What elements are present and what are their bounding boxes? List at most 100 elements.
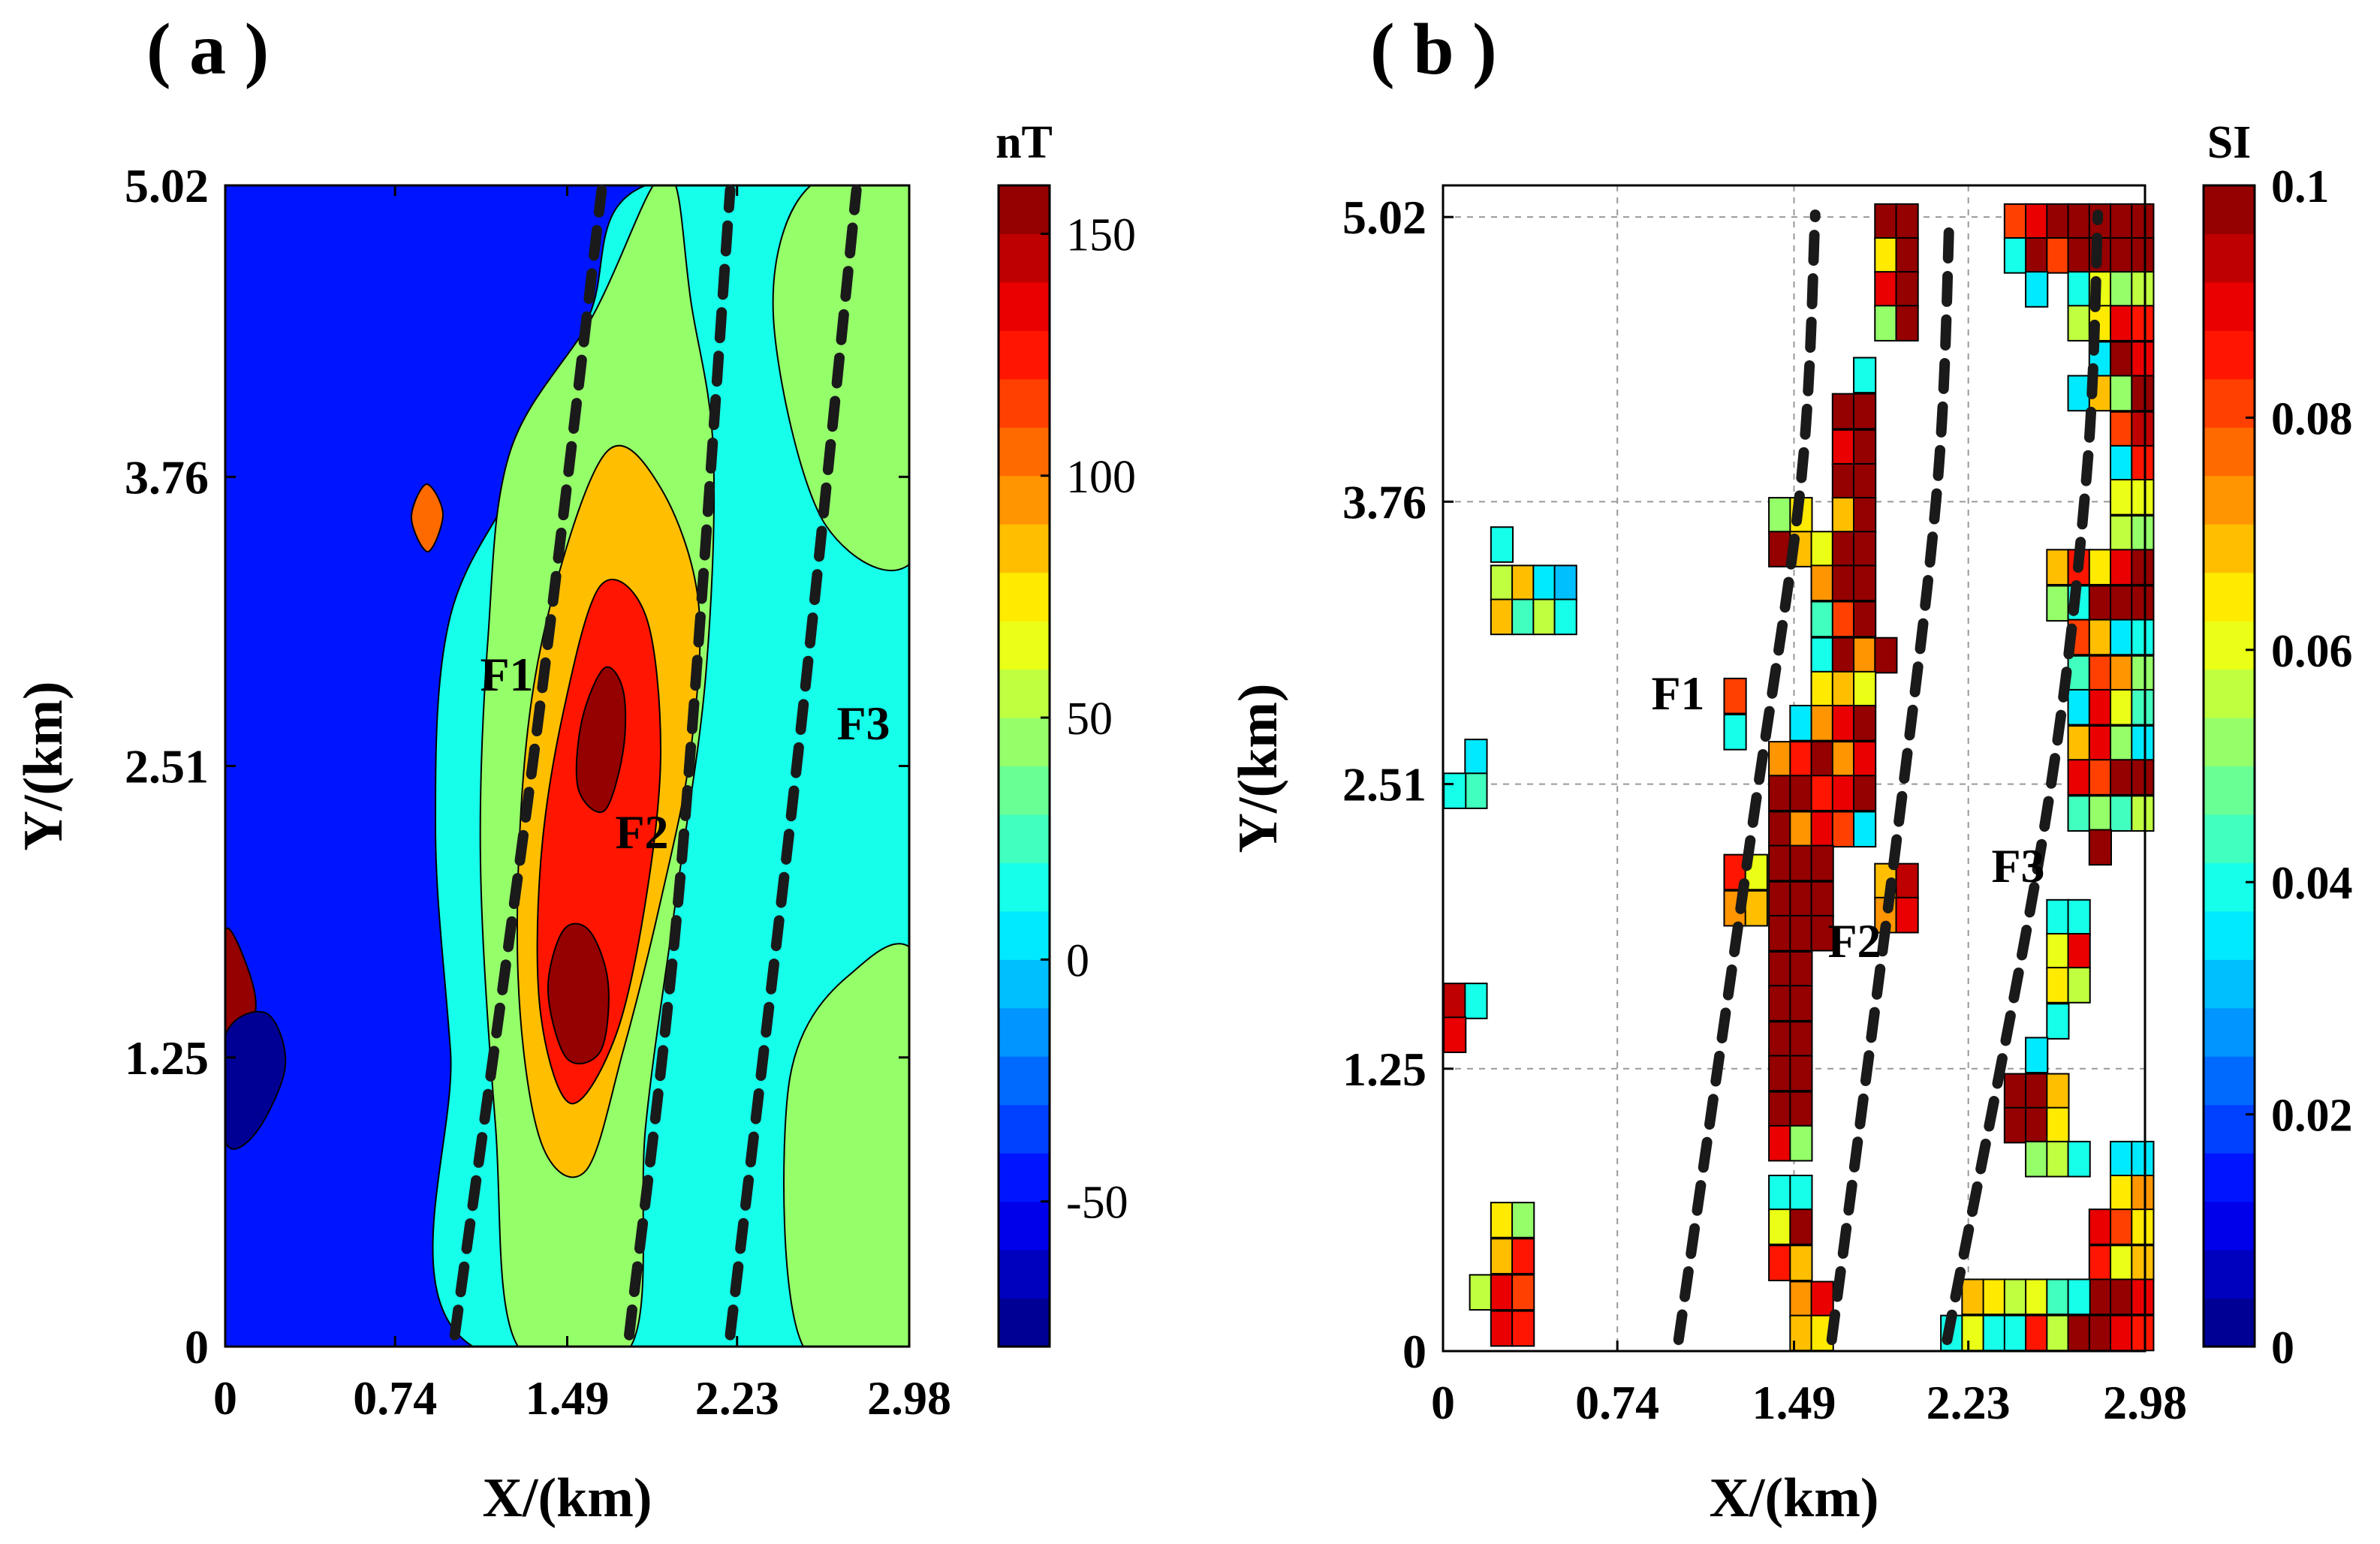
si-cell	[1511, 1310, 1535, 1347]
si-cell	[1464, 983, 1488, 1019]
colorbar-tick-label: 0.1	[2271, 161, 2330, 212]
si-cell	[2088, 795, 2112, 832]
contour-peak-south	[547, 922, 610, 1065]
si-cell	[2131, 1140, 2155, 1178]
si-cell	[1768, 880, 1792, 918]
si-cell	[2067, 305, 2091, 342]
colorbar-tick-label: 0.02	[2271, 1091, 2353, 1142]
si-cell	[1831, 497, 1855, 534]
si-cell	[2025, 1278, 2049, 1316]
colorbar-swatch	[999, 1056, 1050, 1106]
si-cell	[2025, 203, 2049, 240]
si-cell	[2025, 271, 2049, 308]
si-cell	[2046, 1003, 2070, 1040]
si-cell	[1831, 600, 1855, 638]
si-cell	[1874, 236, 1898, 274]
si-cell	[1789, 1021, 1813, 1058]
si-cell	[1810, 637, 1834, 674]
colorbar-swatch	[2204, 718, 2255, 766]
si-cell	[1853, 741, 1877, 778]
si-cell	[2110, 725, 2134, 762]
si-cell	[1789, 775, 1813, 811]
si-cell	[1768, 1021, 1792, 1058]
si-cell	[2088, 1278, 2112, 1316]
colorbar-swatch	[2204, 1153, 2255, 1202]
colorbar-swatch	[2204, 766, 2255, 815]
si-cell	[1789, 1055, 1813, 1092]
si-cell	[1853, 462, 1877, 500]
colorbar-swatch	[999, 378, 1050, 428]
si-cell	[1789, 880, 1813, 918]
y-tick-label: 0	[185, 1320, 209, 1374]
si-cell	[2046, 203, 2070, 240]
colorbar-tick-label: -50	[1066, 1178, 1128, 1229]
colorbar-tick-label: 50	[1066, 694, 1113, 745]
si-cell	[1464, 772, 1488, 809]
si-cell	[1853, 600, 1877, 638]
si-cell	[2131, 236, 2155, 274]
si-cell	[2046, 236, 2070, 274]
si-cell	[1810, 670, 1834, 708]
si-cell	[1768, 1091, 1792, 1128]
si-cell	[2046, 585, 2070, 622]
si-cell	[1511, 598, 1535, 636]
si-cell	[1443, 983, 1467, 1019]
si-cell	[1853, 531, 1877, 567]
contour-small-anomaly	[410, 483, 444, 552]
si-cell	[2025, 236, 2049, 274]
si-cell	[2067, 795, 2091, 832]
si-cell	[2110, 479, 2134, 516]
colorbar-swatch	[999, 669, 1050, 718]
si-cell	[2131, 655, 2155, 692]
si-cell	[2110, 515, 2134, 552]
structural-index-heatmap-chart: F1 F2 F3 0 0.74 1.49 2.23 2.98 0 1.25 2.51 3.76 5.02…	[1228, 117, 2353, 1529]
colorbar-swatch	[2204, 378, 2255, 428]
si-cell	[2110, 411, 2134, 448]
si-cell	[1831, 704, 1855, 742]
y-tick-label: 3.76	[125, 450, 209, 504]
colorbar-swatch	[2204, 1056, 2255, 1106]
panel-b-label: ( b )	[1370, 9, 1497, 90]
si-cell	[1810, 775, 1834, 811]
si-cell	[2003, 1278, 2028, 1316]
si-cell	[2025, 1140, 2049, 1178]
x-tick-label: 0	[1431, 1376, 1455, 1429]
si-cell	[2110, 236, 2134, 274]
si-cell	[1831, 462, 1855, 500]
si-cell	[1443, 772, 1467, 809]
y-tick-label: 2.51	[125, 740, 209, 793]
si-cell	[1744, 889, 1768, 927]
si-cell	[1810, 564, 1834, 602]
si-cell	[1768, 1174, 1792, 1211]
si-cell	[1768, 775, 1792, 811]
x-tick-label: 0.74	[353, 1371, 437, 1425]
si-cell	[1810, 844, 1834, 882]
si-cell	[1961, 1278, 1985, 1316]
si-cell	[1895, 271, 1919, 308]
si-cell	[1895, 203, 1919, 240]
si-cell	[1961, 1314, 1985, 1352]
si-cell	[1532, 598, 1556, 636]
si-cell	[2110, 619, 2134, 656]
si-cell	[2025, 1037, 2049, 1074]
si-cell	[2131, 1245, 2155, 1281]
colorbar-swatch	[999, 281, 1050, 331]
si-cell	[1469, 1274, 1493, 1311]
si-cell	[2110, 688, 2134, 726]
si-cell	[1490, 526, 1514, 563]
si-cell	[1853, 637, 1877, 674]
si-cell	[2067, 759, 2091, 796]
si-cell	[2110, 203, 2134, 240]
si-cell	[2131, 759, 2155, 796]
colorbar-swatch	[999, 1153, 1050, 1202]
si-cell	[1831, 775, 1855, 811]
si-cell	[2131, 619, 2155, 656]
si-cell	[1831, 741, 1855, 778]
si-cell	[1853, 704, 1877, 742]
si-cell	[2131, 444, 2155, 482]
si-cell	[1768, 741, 1792, 778]
si-cell	[1490, 1238, 1514, 1275]
colorbar-swatch	[2204, 1298, 2255, 1347]
x-tick-label: 2.98	[867, 1371, 951, 1425]
colorbar-swatch	[2204, 185, 2255, 234]
